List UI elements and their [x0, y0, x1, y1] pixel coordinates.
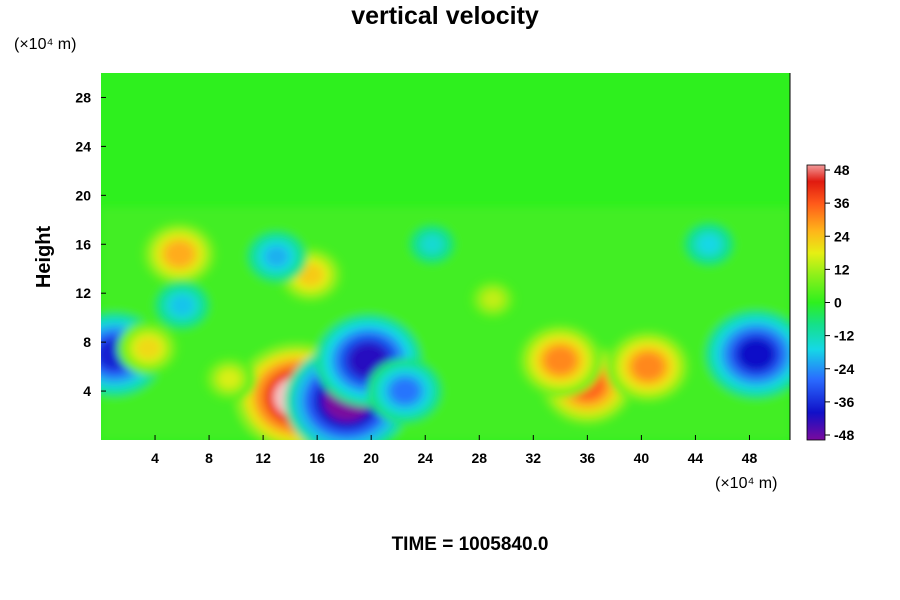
velocity-cell-12-level-4 — [390, 378, 419, 404]
colorbar-tick-label: 24 — [834, 228, 850, 244]
x-tick-label: 40 — [634, 450, 650, 466]
x-tick-label: 28 — [471, 450, 487, 466]
y-axis-unit: (×10⁴ m) — [14, 36, 76, 53]
velocity-cell-13-level-4 — [265, 246, 289, 267]
y-axis-label: Height — [33, 226, 55, 289]
colorbar-tick-label: 36 — [834, 195, 850, 211]
x-tick-label: 20 — [363, 450, 379, 466]
chart-title: vertical velocity — [351, 2, 539, 30]
x-axis: 4 8 12 16 20 24 28 32 36 40 44 48 — [151, 435, 757, 466]
x-tick-label: 16 — [309, 450, 325, 466]
velocity-cell-10-level-4 — [136, 338, 160, 359]
y-axis: 4 8 12 16 20 24 28 — [75, 89, 106, 399]
colorbar-tick-label: 12 — [834, 261, 850, 277]
x-tick-label: 4 — [151, 450, 159, 466]
velocity-cell-6-level-4 — [544, 346, 576, 375]
x-tick-label: 8 — [205, 450, 213, 466]
colorbar: 48 36 24 12 0 -12 -24 -36 -48 — [806, 162, 854, 443]
colorbar-tick-label: -36 — [834, 394, 854, 410]
colorbar-tick-label: -48 — [834, 427, 854, 443]
y-tick-label: 4 — [83, 383, 91, 399]
time-label: TIME = 1005840.0 — [392, 534, 549, 555]
colorbar-tick-label: 0 — [834, 295, 842, 311]
plot-area — [101, 73, 791, 440]
y-tick-label: 20 — [75, 187, 91, 203]
x-axis-unit: (×10⁴ m) — [715, 475, 777, 492]
x-tick-label: 32 — [526, 450, 542, 466]
y-tick-label: 16 — [75, 236, 91, 252]
heatmap-field — [101, 207, 790, 440]
y-tick-label: 24 — [75, 138, 91, 154]
x-tick-label: 44 — [688, 450, 704, 466]
velocity-cell-8-level-4 — [165, 241, 194, 267]
colorbar-tick-label: 48 — [834, 162, 850, 178]
velocity-cell-9-level-4 — [298, 264, 323, 286]
y-tick-label: 28 — [75, 89, 91, 105]
velocity-cell-16-level-4 — [699, 235, 719, 253]
velocity-cell-11-level-4 — [219, 370, 240, 388]
velocity-cell-15-level-4 — [422, 236, 442, 253]
x-tick-label: 48 — [742, 450, 758, 466]
colorbar-tick-label: -12 — [834, 328, 854, 344]
y-tick-label: 12 — [75, 285, 91, 301]
colorbar-tick-label: -24 — [834, 361, 854, 377]
velocity-cell-17-level-4 — [483, 291, 502, 308]
y-tick-label: 8 — [83, 334, 91, 350]
x-tick-label: 12 — [255, 450, 271, 466]
colorbar-ticks: 48 36 24 12 0 -12 -24 -36 -48 — [825, 162, 854, 443]
x-tick-label: 24 — [417, 450, 433, 466]
velocity-cell-14-level-4 — [171, 296, 193, 315]
velocity-cell-7-level-4 — [632, 353, 664, 381]
colorbar-gradient — [806, 164, 826, 441]
velocity-cell-4-level-4 — [737, 337, 776, 371]
x-tick-label: 36 — [580, 450, 596, 466]
